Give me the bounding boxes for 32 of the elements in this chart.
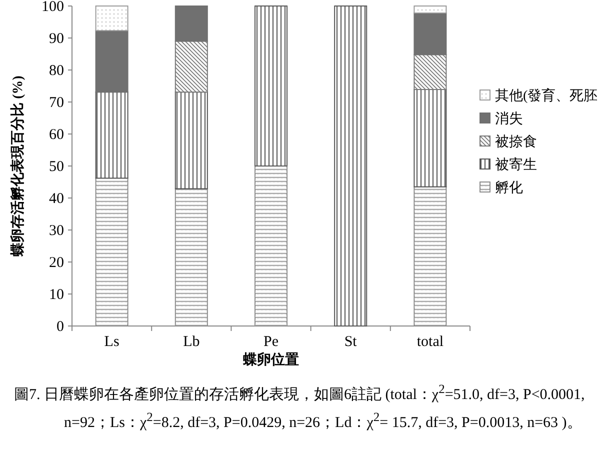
bar xyxy=(414,6,447,14)
x-tick-label: total xyxy=(416,334,444,350)
bar xyxy=(414,89,447,188)
y-tick-label: 40 xyxy=(49,191,64,207)
y-tick-label: 60 xyxy=(49,127,64,143)
y-tick-label: 30 xyxy=(49,223,64,239)
bar xyxy=(95,6,128,32)
y-tick-label: 0 xyxy=(56,319,64,335)
bar xyxy=(334,6,368,326)
y-tick-label: 90 xyxy=(49,31,64,47)
x-tick-label: Ls xyxy=(104,334,120,350)
x-tick-label: Pe xyxy=(264,334,279,350)
legend-label: 其他(發育、死胚 xyxy=(495,87,598,104)
y-tick-label: 50 xyxy=(49,159,64,175)
text: 圖7. 日曆蝶卵在各產卵位置的存活孵化表現，如圖6註記 (total：χ$^{2}$=51.0, df=3, P<0.0001, n=92；Ls：χ$^{2}$=8.2, df=3, P=0.0429, n=26；Ld：χ$^{2}$= 15.7, df=3, P=0.0013, n=63 )。 xyxy=(14,382,585,431)
x-tick-label: St xyxy=(344,334,358,350)
bar xyxy=(254,6,288,166)
bar xyxy=(95,92,128,179)
x-axis-title: 蝶卵位置 xyxy=(242,352,299,368)
y-tick-label: 100 xyxy=(42,0,64,15)
legend-label: 被捺食 xyxy=(495,134,537,150)
y-tick-label: 20 xyxy=(49,255,64,271)
bar xyxy=(174,92,208,190)
y-tick-label: 80 xyxy=(49,63,64,79)
x-tick-label: Lb xyxy=(183,334,200,350)
y-axis-title: 蝶卵存活孵化表現百分比 (%) xyxy=(10,75,26,258)
legend-label: 孵化 xyxy=(495,180,523,196)
legend-label: 消失 xyxy=(495,111,523,127)
y-tick-label: 70 xyxy=(49,95,64,111)
bar xyxy=(95,30,128,93)
legend-label: 被寄生 xyxy=(495,157,537,173)
y-tick-label: 10 xyxy=(49,287,64,303)
